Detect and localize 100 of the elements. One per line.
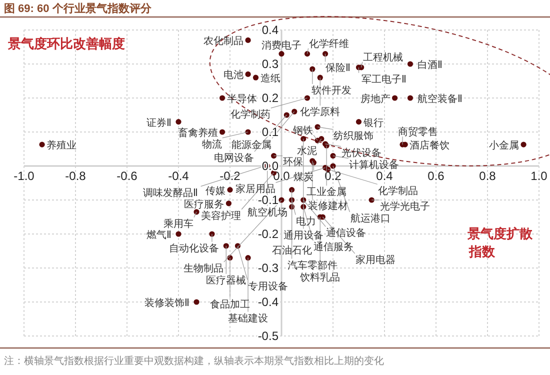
point <box>407 61 414 67</box>
point <box>392 95 398 101</box>
data-label: 小金属 <box>489 140 520 152</box>
data-label: 工业金属 <box>306 186 347 198</box>
point <box>292 108 298 114</box>
data-label: 化学制品 <box>378 184 418 197</box>
data-label: 化学制药 <box>230 108 270 121</box>
point <box>322 51 328 57</box>
point <box>176 231 182 237</box>
data-label: 石油石化 <box>272 244 312 256</box>
data-label: 证券Ⅱ <box>146 116 172 129</box>
point <box>223 243 229 249</box>
chart-title: 图 69: 60 个行业景气指数评分 <box>4 2 152 15</box>
data-label: 化学纤维 <box>308 38 349 50</box>
data-label: 电网设备 <box>214 152 254 164</box>
y-tick-label: -0.3 <box>258 261 279 275</box>
x-tick-label: 0.8 <box>479 169 496 183</box>
point <box>219 129 226 135</box>
x-tick-label: 0.4 <box>376 169 394 183</box>
data-label: 通信服务 <box>314 241 354 254</box>
data-label: 造纸 <box>260 72 280 85</box>
data-label: 水泥 <box>296 144 317 157</box>
point <box>407 95 414 101</box>
data-label: 专用设备 <box>248 280 288 292</box>
data-label: 美容护理 <box>201 210 242 222</box>
data-label: 航空机场 <box>247 206 288 218</box>
point <box>289 187 295 193</box>
y-tick-label: -0.5 <box>258 329 279 343</box>
x-tick-label: -0.2 <box>220 169 241 183</box>
x-tick-label: -0.8 <box>65 169 86 183</box>
text: 注：横轴景气指数根据行业重要中观数据构建，纵轴表示本期景气指数相比上期的变化 <box>4 355 384 367</box>
data-label: 计算机设备 <box>348 158 399 171</box>
x-tick-label: -1.0 <box>14 169 35 183</box>
data-label: 畜禽养殖 <box>178 127 218 139</box>
x-tick-label: -0.4 <box>168 169 190 183</box>
data-label: 煤炭 <box>293 171 314 184</box>
data-label: 调味发酵品Ⅱ <box>142 186 198 199</box>
data-label: 商贸零售 <box>398 126 438 138</box>
data-label: 光学光电子 <box>380 200 430 212</box>
x-axis-title: 景气度扩散指数 <box>466 226 534 259</box>
point <box>252 74 259 80</box>
data-label: 燃气Ⅱ <box>146 229 172 241</box>
x-tick-label: 0.2 <box>324 169 342 183</box>
point <box>284 112 290 118</box>
data-label: 通用设备 <box>283 229 324 242</box>
data-label: 银行 <box>362 118 384 129</box>
data-label: 钢铁 <box>292 124 314 137</box>
data-label: 工程机械 <box>362 51 403 64</box>
data-label: 家用电器 <box>355 254 396 266</box>
y-tick-label: -0.1 <box>258 193 279 207</box>
y-tick-label: 0.2 <box>262 91 279 105</box>
data-label: 养殖业 <box>46 140 77 152</box>
point <box>317 74 323 80</box>
data-label: 家居用品 <box>235 183 276 196</box>
y-tick-label: 0.1 <box>262 125 279 139</box>
data-label: 物流 <box>202 138 222 150</box>
data-label: 化学原料 <box>300 106 340 118</box>
point <box>245 71 251 77</box>
data-label: 汽车零部件 <box>287 259 338 272</box>
data-label: 生物制品 <box>183 262 224 275</box>
y-axis-title: 景气度环比改善幅度 <box>7 36 125 51</box>
data-label: 通信设备 <box>326 227 366 240</box>
data-label: 航空装备Ⅱ <box>417 93 462 105</box>
point <box>194 299 200 305</box>
point <box>310 66 316 72</box>
data-label: 农化制品 <box>204 35 244 48</box>
point <box>300 136 306 142</box>
data-label: 消费电子 <box>262 39 302 52</box>
data-label: 医疗服务 <box>184 198 224 210</box>
data-label: 装修装饰Ⅱ <box>144 297 190 309</box>
y-tick-label: -0.4 <box>258 295 279 309</box>
point <box>245 37 251 43</box>
data-label: 传媒 <box>206 186 226 197</box>
x-tick-label: -0.6 <box>116 169 138 183</box>
point <box>219 95 226 101</box>
data-label: 自动化设备 <box>169 242 220 254</box>
point <box>194 209 200 215</box>
data-label: 白酒Ⅱ <box>417 59 442 71</box>
data-label: 军工电子Ⅱ <box>361 73 406 86</box>
point <box>356 119 362 125</box>
point <box>270 153 277 159</box>
data-label: 半导体 <box>226 93 257 105</box>
data-label: 电力 <box>296 215 316 228</box>
data-label: 食品加工 <box>210 298 250 310</box>
data-label: 纺织服饰 <box>334 130 374 142</box>
point <box>520 142 526 148</box>
data-label: 乘用车 <box>163 218 194 230</box>
data-label: 基础建设 <box>228 312 268 324</box>
y-tick-label: 0.0 <box>262 159 279 173</box>
y-tick-label: 0.3 <box>262 57 279 71</box>
data-label: 饮料乳品 <box>299 272 340 284</box>
data-label: 软件开发 <box>312 84 352 96</box>
data-label: 医疗器械 <box>206 274 246 286</box>
point <box>39 142 45 148</box>
data-label: 能源金属 <box>232 138 272 151</box>
data-label: 航运港口 <box>350 212 390 225</box>
x-tick-label: 1.0 <box>530 169 548 183</box>
data-label: 环保 <box>283 157 304 168</box>
data-label: 保险Ⅱ <box>326 62 351 74</box>
data-label: 电池 <box>224 69 244 82</box>
